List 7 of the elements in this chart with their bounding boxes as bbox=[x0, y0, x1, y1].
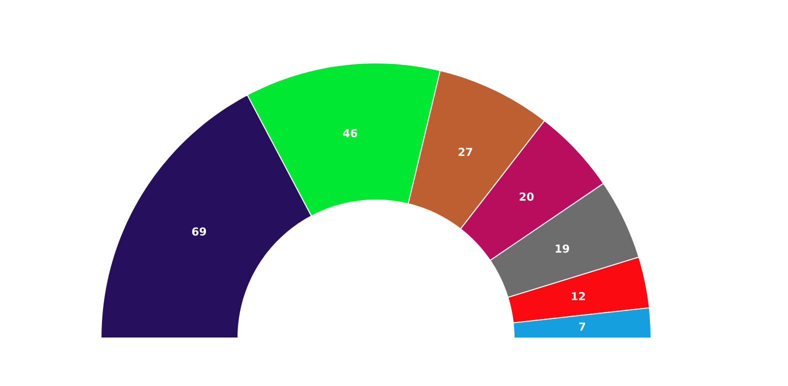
data-label: 69 bbox=[192, 227, 206, 236]
data-label: 46 bbox=[342, 128, 358, 138]
data-label: 27 bbox=[458, 148, 472, 156]
data-label: 12 bbox=[572, 292, 585, 300]
data-label: 20 bbox=[520, 192, 534, 201]
data-label: 19 bbox=[556, 244, 570, 253]
data-label: 7 bbox=[579, 322, 586, 331]
